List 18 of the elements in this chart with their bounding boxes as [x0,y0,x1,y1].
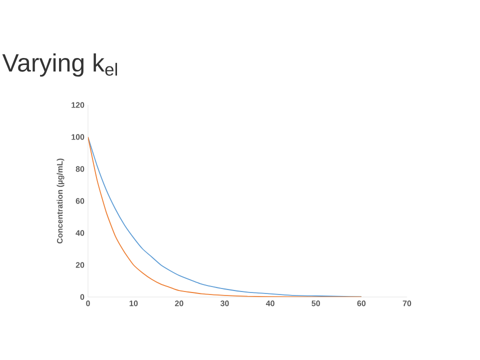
x-tick-label: 10 [130,300,138,306]
chart-title: Varying k$_{el}$ [2,53,117,77]
x-tick-label: 60 [357,300,366,306]
y-tick-label: 60 [76,198,84,204]
x-tick-label: 30 [220,300,229,306]
y-tick-label: 100 [72,134,84,140]
x-tick-label: 20 [174,300,184,306]
y-axis-title: Concentration (µg/mL) [56,158,64,244]
line-series [88,136,362,297]
y-tick-label: 20 [76,262,84,268]
y-tick-label: 40 [76,230,84,236]
x-tick-label: 50 [312,300,320,306]
y-tick-label: 0 [80,294,84,300]
x-tick-label: 0 [86,300,90,306]
y-tick-label: 120 [72,102,84,108]
y-tick-label: 80 [76,166,84,172]
x-tick-label: 40 [266,300,274,306]
x-tick-label: 70 [402,300,412,306]
